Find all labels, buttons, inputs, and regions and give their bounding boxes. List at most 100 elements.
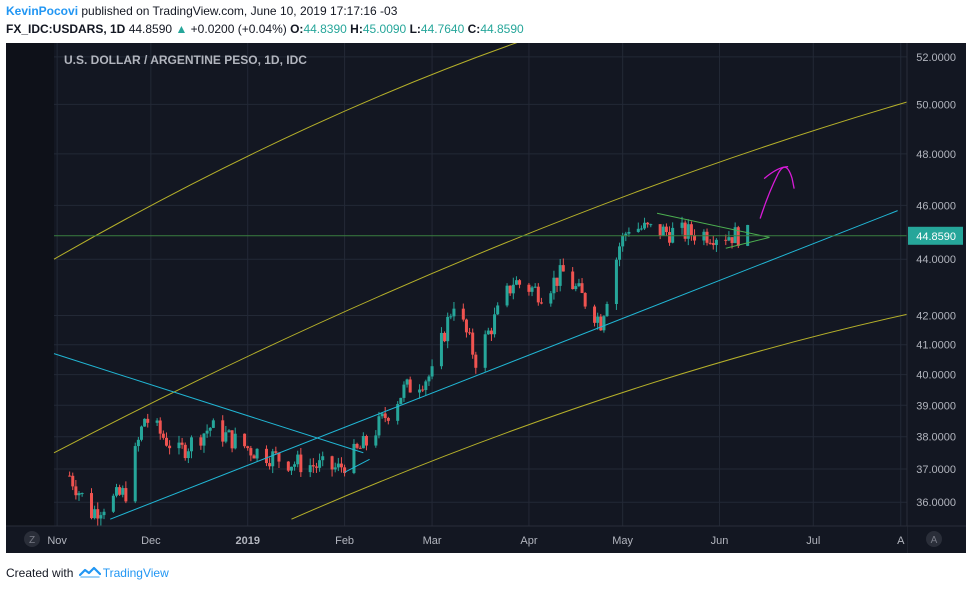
- candle-body: [443, 332, 447, 342]
- candle-body: [177, 442, 181, 449]
- left-strip: [6, 43, 54, 526]
- candle-body: [136, 439, 140, 447]
- candle-body: [183, 444, 187, 459]
- price-tick-label: 41.0000: [916, 340, 956, 352]
- candle-body: [430, 366, 434, 377]
- author-link[interactable]: KevinPocovi: [6, 4, 79, 18]
- candle-body: [383, 413, 387, 419]
- candle-body: [514, 280, 518, 285]
- candle-body: [211, 420, 215, 428]
- candle-body: [646, 222, 650, 225]
- candle-body: [693, 235, 697, 241]
- candle-body: [736, 227, 740, 246]
- candle-body: [605, 303, 609, 317]
- last-price: 44.8590: [128, 22, 173, 36]
- candle-body: [77, 493, 81, 496]
- candle-body: [296, 454, 300, 465]
- candle-body: [386, 418, 390, 421]
- candle-body: [593, 306, 597, 323]
- zoom-button[interactable]: [24, 531, 40, 547]
- trend-line: [53, 353, 364, 454]
- time-tick-label: Jun: [711, 535, 729, 547]
- candle-body: [658, 224, 662, 236]
- price-axis-bg[interactable]: [907, 43, 966, 553]
- candle-body: [549, 293, 553, 304]
- time-axis[interactable]: Nov Dec 2019 Feb Mar Apr May Jun Jul A Z A: [6, 525, 966, 553]
- candle-body: [364, 436, 368, 446]
- candle-body: [114, 487, 118, 496]
- candle-body: [505, 285, 509, 306]
- candle-body: [727, 237, 731, 241]
- candle-body: [483, 334, 487, 368]
- candle-body: [596, 316, 600, 323]
- open-label: O:: [290, 22, 304, 36]
- time-tick-label: Dec: [141, 535, 161, 547]
- candle-body: [374, 435, 378, 446]
- candle-body: [199, 437, 203, 446]
- candle-body: [243, 433, 247, 447]
- low-value: 44.7640: [420, 22, 465, 36]
- time-tick-label: 2019: [235, 535, 259, 547]
- tradingview-logo-icon[interactable]: [78, 566, 101, 581]
- candle-body: [489, 330, 493, 335]
- time-axis-bg[interactable]: [6, 526, 907, 553]
- trend-line: [656, 212, 770, 238]
- candle-body: [143, 418, 147, 427]
- symbol-info: FX_IDC:USDARS, 1D 44.8590 ▲ +0.0200 (+0.…: [6, 22, 524, 36]
- auto-scale-button[interactable]: [926, 531, 942, 547]
- chart-title: U.S. DOLLAR / ARGENTINE PESO, 1D, IDC: [64, 53, 307, 67]
- candle-body: [571, 271, 575, 290]
- candle-body: [336, 463, 340, 468]
- channel-curve: [53, 101, 908, 454]
- candle-body: [427, 376, 431, 382]
- candle-body: [555, 277, 559, 286]
- last-price-tag: [908, 226, 963, 245]
- candle-body: [121, 488, 125, 495]
- candle-body: [439, 332, 443, 367]
- price-tick-label: 36.0000: [916, 497, 956, 509]
- channel-lines: [53, 43, 942, 520]
- candle-body: [93, 509, 97, 519]
- candle-body: [683, 222, 687, 239]
- candle-body: [358, 447, 362, 449]
- candle-body: [583, 292, 587, 307]
- candle-body: [714, 239, 718, 246]
- candle-body: [299, 454, 303, 473]
- price-tick-label: 37.0000: [916, 464, 956, 476]
- candle-body: [208, 427, 212, 431]
- candle-body: [527, 284, 531, 292]
- trend-line: [110, 210, 898, 520]
- candle-body: [314, 466, 318, 468]
- candle-body: [577, 283, 581, 287]
- time-tick-label: May: [612, 535, 633, 547]
- price-change: +0.0200 (+0.04%): [190, 22, 287, 36]
- candle-body: [649, 224, 653, 226]
- candle-body: [627, 231, 631, 234]
- candle-body: [724, 239, 728, 241]
- published-text: published on TradingView.com, June 10, 2…: [78, 4, 398, 18]
- candle-body: [493, 314, 497, 335]
- candle-body: [161, 433, 165, 438]
- candle-body: [158, 420, 162, 434]
- candle-body: [408, 379, 412, 393]
- price-axis[interactable]: 36.0000 37.0000 38.0000 39.0000 40.0000 41.00…: [906, 43, 966, 553]
- candle-body: [274, 451, 278, 453]
- time-tick-label: Jul: [806, 535, 820, 547]
- tradingview-link[interactable]: TradingView: [102, 566, 169, 580]
- price-tick-label: 40.0000: [916, 370, 956, 382]
- candle-body: [580, 283, 584, 293]
- channel-curve: [291, 306, 942, 520]
- candle-body: [202, 433, 206, 446]
- price-chart[interactable]: 36.0000 37.0000 38.0000 39.0000 40.0000 41.00…: [6, 43, 966, 553]
- candle-body: [164, 437, 168, 446]
- last-price-label: 44.8590: [916, 231, 956, 243]
- chart-area[interactable]: 36.0000 37.0000 38.0000 39.0000 40.0000 41.00…: [6, 43, 966, 553]
- candle-body: [377, 416, 381, 436]
- candle-body: [464, 319, 468, 333]
- candle-body: [449, 316, 453, 318]
- candle-body: [552, 277, 556, 294]
- candle-body: [602, 316, 606, 331]
- candle-body: [446, 316, 450, 342]
- candle-body: [661, 226, 665, 236]
- candle-body: [399, 397, 403, 405]
